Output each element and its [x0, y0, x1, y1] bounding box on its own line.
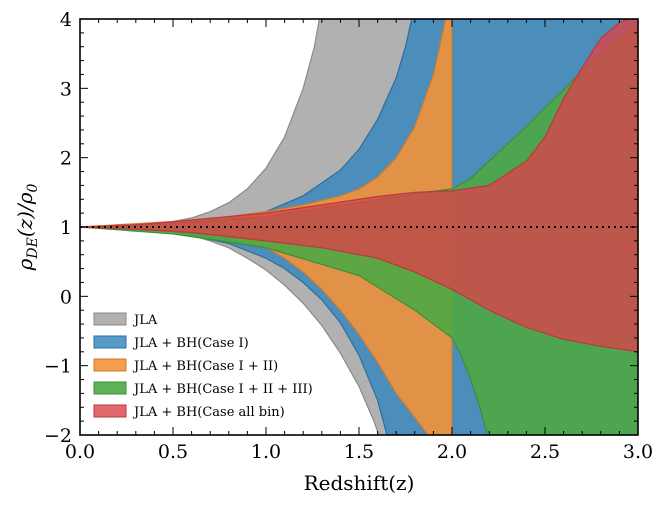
- tick-layer: 0.0 0.5 1.0 1.5 2.0 2.5 3.0 −2 −1 0 1 2 3 4: [44, 9, 653, 463]
- x-tick-label: 2.5: [530, 441, 560, 463]
- legend-swatch-1: [93, 335, 127, 349]
- y-tick-label: −1: [44, 356, 72, 378]
- y-label-base-sub: DE: [25, 237, 41, 259]
- x-tick-label: 1.5: [344, 441, 374, 463]
- y-tick-label: 3: [60, 78, 72, 100]
- legend-swatch-0: [93, 312, 127, 326]
- x-axis-label: Redshift(z): [304, 471, 415, 495]
- legend-label-3: JLA + BH(Case I + II + III): [132, 382, 313, 397]
- x-tick-label: 1.0: [251, 441, 281, 463]
- y-label-den-sub: 0: [25, 184, 41, 193]
- y-tick-label: −2: [44, 425, 72, 447]
- legend: JLA JLA + BH(Case I) JLA + BH(Case I + II)…: [93, 312, 313, 420]
- y-axis-label: ρDE(z)/ρ0: [13, 184, 41, 272]
- legend-label-0: JLA: [132, 313, 158, 328]
- y-tick-label: 2: [60, 148, 72, 170]
- x-tick-label: 0.0: [65, 441, 95, 463]
- legend-label-4: JLA + BH(Case all bin): [132, 405, 285, 420]
- legend-swatch-4: [93, 404, 127, 418]
- legend-label-1: JLA + BH(Case I): [132, 336, 249, 351]
- y-tick-label: 0: [60, 286, 72, 308]
- x-tick-label: 0.5: [158, 441, 188, 463]
- y-tick-label: 1: [60, 217, 72, 239]
- legend-swatch-2: [93, 358, 127, 372]
- svg-text:ρDE(z)/ρ0: ρDE(z)/ρ0: [13, 184, 41, 272]
- y-label-base: ρ: [13, 258, 37, 271]
- y-label-mid: (z)/ρ: [13, 192, 37, 237]
- legend-label-2: JLA + BH(Case I + II): [132, 359, 278, 374]
- x-tick-label: 3.0: [623, 441, 653, 463]
- x-tick-label: 2.0: [437, 441, 467, 463]
- legend-swatch-3: [93, 381, 127, 395]
- series-layer: [80, 19, 638, 435]
- y-tick-label: 4: [60, 9, 72, 31]
